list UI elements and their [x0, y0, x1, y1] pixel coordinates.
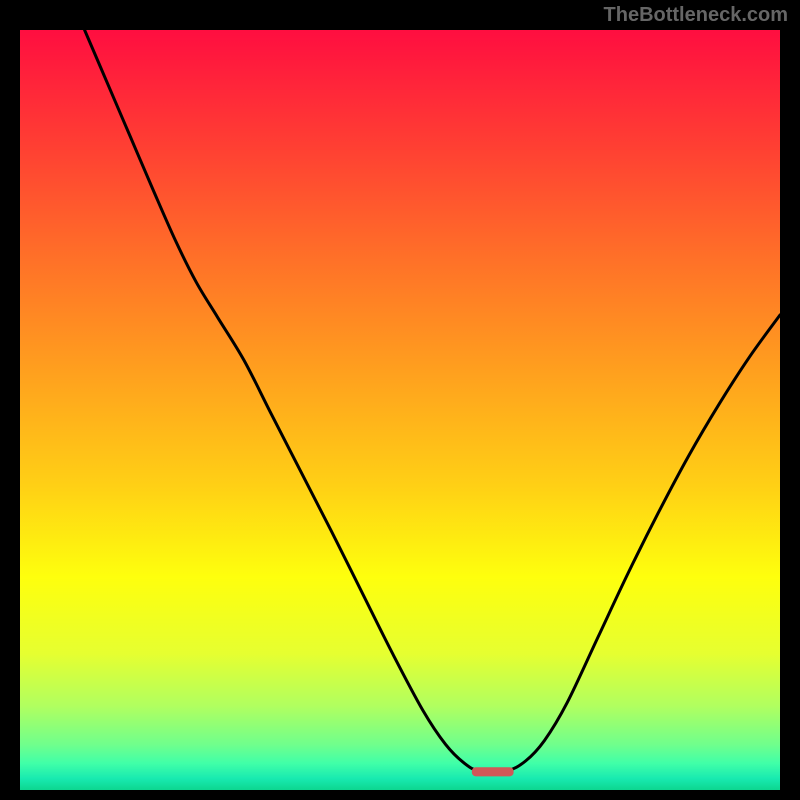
attribution-label: TheBottleneck.com	[604, 4, 788, 27]
chart-root: TheBottleneck.com	[0, 0, 800, 800]
chart-svg	[20, 30, 780, 790]
optimal-marker	[472, 767, 514, 776]
plot-area	[20, 30, 780, 790]
